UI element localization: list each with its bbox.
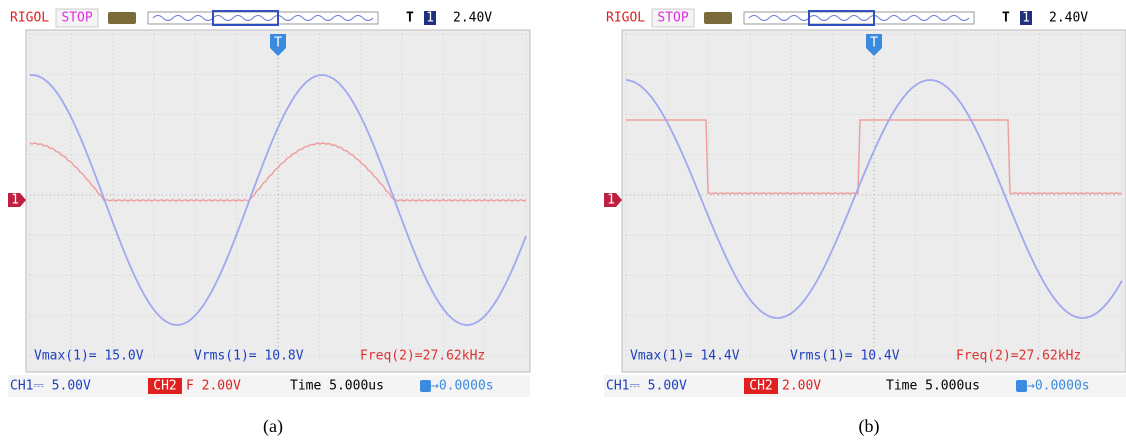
frequency: Freq(2)=27.62kHz [956, 349, 1081, 364]
trigger-edge: T [406, 11, 414, 26]
screen [622, 30, 1126, 372]
ch2-label: CH2 [749, 379, 772, 394]
vmax: Vmax(1)= 15.0V [34, 349, 144, 364]
trigger-edge: T [1002, 11, 1010, 26]
trigger-pointer-label: T [274, 36, 282, 51]
battery-icon [108, 12, 136, 24]
trigger-pointer-label: T [870, 36, 878, 51]
offset-icon [420, 380, 431, 392]
offset: →0.0000s [1027, 379, 1090, 394]
trigger-source: 1 [1022, 11, 1030, 26]
status: STOP [657, 11, 688, 26]
caption: (a) [263, 416, 283, 437]
ch2-scale: 2.00V [782, 379, 821, 394]
figure: RIGOLSTOPT12.40VT1Vmax(1)= 15.0VVrms(1)=… [0, 0, 1126, 442]
caption: (b) [859, 416, 880, 437]
ch2-label: CH2 [153, 379, 176, 394]
frequency: Freq(2)=27.62kHz [360, 349, 485, 364]
brand: RIGOL [606, 11, 645, 26]
offset-icon [1016, 380, 1027, 392]
brand: RIGOL [10, 11, 49, 26]
vrms: Vrms(1)= 10.4V [790, 349, 900, 364]
vrms: Vrms(1)= 10.8V [194, 349, 304, 364]
channel-pointer-label: 1 [607, 193, 615, 208]
channel-pointer-label: 1 [11, 193, 19, 208]
trigger-level: 2.40V [453, 11, 492, 26]
trigger-level: 2.40V [1049, 11, 1088, 26]
trigger-source: 1 [426, 11, 434, 26]
ch1-scale: CH1⎓ 5.00V [606, 379, 687, 394]
ch1-scale: CH1⎓ 5.00V [10, 379, 91, 394]
timebase: Time 5.000us [290, 379, 384, 394]
vmax: Vmax(1)= 14.4V [630, 349, 740, 364]
battery-icon [704, 12, 732, 24]
offset: →0.0000s [431, 379, 494, 394]
timebase: Time 5.000us [886, 379, 980, 394]
ch2-scale: F 2.00V [186, 379, 241, 394]
status: STOP [61, 11, 92, 26]
